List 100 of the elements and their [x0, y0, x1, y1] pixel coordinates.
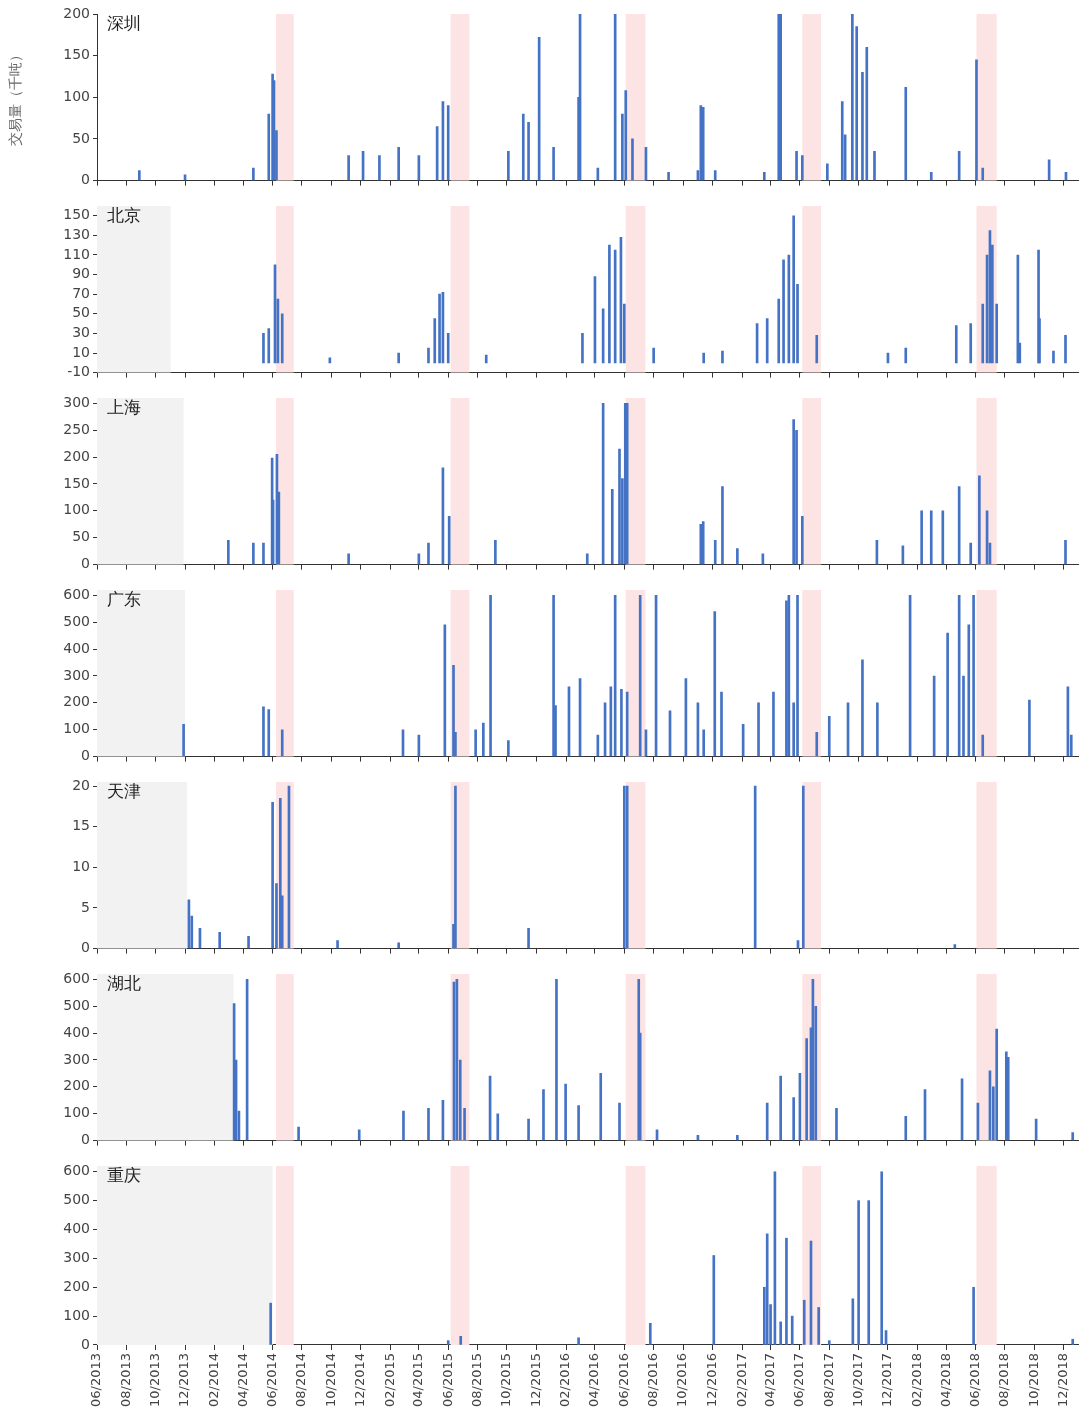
bar: [721, 350, 724, 364]
x-tick-label: 02/2018: [909, 1352, 925, 1408]
bar: [648, 1323, 652, 1345]
bar: [765, 1233, 769, 1345]
bar: [1052, 350, 1055, 364]
bar: [720, 691, 723, 757]
y-tick-label: 200: [63, 1077, 90, 1094]
bar: [433, 318, 437, 364]
x-tick-label: 12/2017: [879, 1352, 895, 1408]
bar: [552, 595, 555, 757]
bar: [815, 732, 819, 757]
y-tick-label: 400: [63, 639, 90, 656]
bar: [552, 146, 555, 181]
bar: [262, 706, 265, 757]
bar: [577, 1105, 580, 1141]
bar: [962, 675, 965, 757]
bar: [792, 215, 795, 364]
y-tick-label: 200: [63, 447, 90, 464]
x-tick-label: 02/2017: [733, 1352, 749, 1408]
y-tick-label: 500: [63, 612, 90, 629]
bar: [969, 323, 973, 364]
bar: [835, 1108, 838, 1141]
bar: [427, 347, 430, 364]
bar: [267, 328, 271, 364]
bar: [397, 942, 400, 949]
bar: [494, 540, 497, 565]
y-tick-label: 400: [63, 1023, 90, 1040]
x-tick-label: 08/2017: [820, 1352, 836, 1408]
bar: [447, 515, 451, 565]
y-tick-label: 0: [81, 1131, 90, 1148]
bar: [800, 515, 804, 565]
bar: [762, 171, 766, 181]
bar: [712, 1255, 716, 1345]
bar: [618, 1102, 621, 1141]
y-tick-label: 10: [72, 343, 90, 360]
y-tick-label: 400: [63, 1220, 90, 1237]
bar: [624, 90, 628, 181]
y-tick-label: 50: [72, 528, 90, 545]
y-tick-label: 600: [63, 1162, 90, 1179]
x-tick-label: 04/2018: [937, 1352, 953, 1408]
bar: [929, 171, 933, 181]
bar: [484, 354, 488, 364]
x-tick-label: 08/2013: [117, 1352, 133, 1408]
bar: [542, 1089, 545, 1141]
y-tick-label: 300: [63, 666, 90, 683]
y-tick-label: 0: [81, 1335, 90, 1352]
y-tick-label: 150: [63, 206, 90, 223]
bar: [826, 163, 829, 181]
x-tick-label: 04/2017: [761, 1352, 777, 1408]
bar: [865, 46, 869, 181]
bar: [622, 785, 626, 949]
chart-title: 湖北: [107, 972, 141, 993]
bar: [1071, 1338, 1075, 1345]
y-tick-label: 0: [81, 171, 90, 188]
bar: [805, 1038, 808, 1141]
bar: [527, 927, 530, 949]
bar: [378, 155, 381, 181]
x-tick-label: 04/2014: [234, 1352, 250, 1408]
x-tick-label: 06/2014: [263, 1352, 279, 1408]
bar: [521, 113, 525, 181]
bar: [625, 785, 629, 949]
bar: [920, 510, 923, 565]
bar: [981, 734, 985, 757]
y-tick-label: 50: [72, 129, 90, 146]
bar: [1071, 1132, 1075, 1141]
y-tick-label: 150: [63, 474, 90, 491]
x-tick-label: 12/2015: [527, 1352, 543, 1408]
y-tick-label: 500: [63, 1191, 90, 1208]
bar: [876, 702, 879, 757]
bar: [792, 1097, 795, 1141]
y-tick-label: 100: [63, 720, 90, 737]
x-tick-label: 06/2016: [615, 1352, 631, 1408]
bar: [954, 325, 958, 364]
bar: [713, 611, 717, 757]
y-tick-label: 130: [63, 226, 90, 243]
bar: [790, 1315, 794, 1345]
x-tick-label: 08/2015: [468, 1352, 484, 1408]
x-tick-label: 12/2014: [352, 1352, 368, 1408]
bar: [347, 155, 350, 181]
x-tick-label: 06/2015: [439, 1352, 455, 1408]
bar: [631, 138, 634, 181]
y-tick-label: 300: [63, 394, 90, 411]
x-tick-label: 10/2016: [674, 1352, 690, 1408]
bar: [785, 1237, 788, 1345]
bar: [817, 1307, 821, 1345]
bar: [777, 298, 781, 364]
bar: [857, 1200, 860, 1345]
bar: [941, 510, 945, 565]
bar: [765, 1102, 769, 1141]
bar: [851, 14, 854, 181]
bar: [975, 59, 978, 181]
bar: [880, 1171, 884, 1345]
x-tick-label: 04/2016: [586, 1352, 602, 1408]
bar: [638, 595, 642, 757]
x-tick-label: 06/2018: [966, 1352, 982, 1408]
bar: [459, 1336, 463, 1345]
x-tick-label: 12/2016: [703, 1352, 719, 1408]
bar: [801, 785, 805, 949]
x-tick-label: 02/2015: [381, 1352, 397, 1408]
x-tick-label: 08/2016: [645, 1352, 661, 1408]
